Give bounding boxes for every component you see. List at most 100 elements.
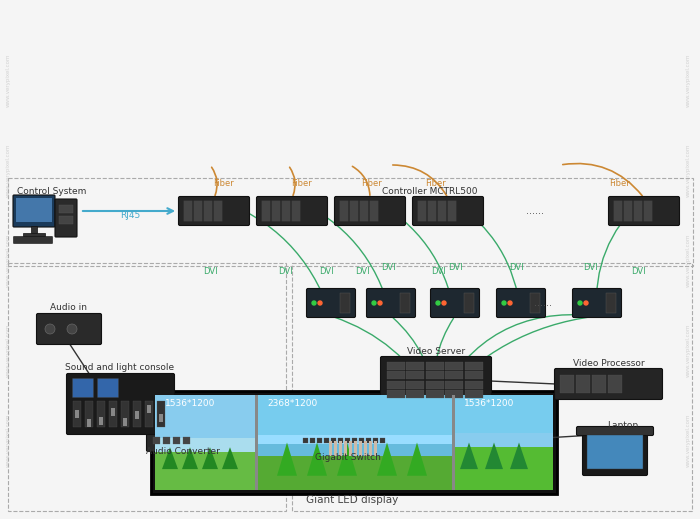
Text: Sound and light console: Sound and light console xyxy=(65,363,174,373)
Circle shape xyxy=(436,301,440,305)
Bar xyxy=(387,381,405,389)
Bar xyxy=(373,445,378,450)
Polygon shape xyxy=(460,443,478,469)
Bar xyxy=(406,390,424,398)
Bar xyxy=(157,401,165,427)
Bar xyxy=(292,263,692,511)
FancyBboxPatch shape xyxy=(573,289,622,318)
Bar xyxy=(145,401,153,427)
FancyBboxPatch shape xyxy=(350,201,358,221)
Bar xyxy=(85,401,93,427)
FancyBboxPatch shape xyxy=(214,201,223,221)
FancyBboxPatch shape xyxy=(381,357,491,405)
Bar xyxy=(324,445,329,450)
FancyBboxPatch shape xyxy=(428,201,436,221)
FancyBboxPatch shape xyxy=(55,199,77,237)
Bar xyxy=(183,437,190,444)
Circle shape xyxy=(508,301,512,305)
Bar xyxy=(16,198,52,222)
Text: Gigabit Switch: Gigabit Switch xyxy=(315,454,381,462)
Polygon shape xyxy=(277,443,297,476)
Bar xyxy=(406,362,424,370)
Text: www.verypixel.com: www.verypixel.com xyxy=(686,233,691,287)
Bar xyxy=(59,205,73,213)
Bar xyxy=(255,395,258,490)
Text: DVI: DVI xyxy=(381,264,395,272)
Bar xyxy=(338,445,343,450)
Text: 2368*1200: 2368*1200 xyxy=(267,399,317,407)
Text: 1536*1200: 1536*1200 xyxy=(464,399,514,407)
Text: Fiber: Fiber xyxy=(292,179,312,187)
Circle shape xyxy=(318,301,322,305)
FancyBboxPatch shape xyxy=(66,374,174,434)
Bar xyxy=(465,381,483,389)
Bar xyxy=(380,445,385,450)
FancyBboxPatch shape xyxy=(36,313,102,345)
FancyBboxPatch shape xyxy=(367,289,416,318)
FancyBboxPatch shape xyxy=(13,237,52,243)
Text: www.verypixel.com: www.verypixel.com xyxy=(686,323,691,377)
FancyBboxPatch shape xyxy=(634,201,643,221)
Text: Audio Converter: Audio Converter xyxy=(146,447,220,457)
Bar xyxy=(349,441,352,456)
FancyBboxPatch shape xyxy=(204,201,212,221)
Bar xyxy=(426,390,444,398)
Text: 1536*1200: 1536*1200 xyxy=(165,399,216,407)
Polygon shape xyxy=(377,443,397,476)
Bar xyxy=(75,411,79,419)
Bar xyxy=(257,395,452,490)
Bar xyxy=(387,390,405,398)
Bar xyxy=(345,445,350,450)
Text: Controller MCTRL500: Controller MCTRL500 xyxy=(382,187,477,197)
FancyBboxPatch shape xyxy=(370,201,378,221)
Text: Control System: Control System xyxy=(18,187,87,197)
Polygon shape xyxy=(162,447,178,469)
Bar xyxy=(452,395,455,490)
FancyBboxPatch shape xyxy=(448,201,456,221)
Text: www.verypixel.com: www.verypixel.com xyxy=(686,413,691,467)
Bar xyxy=(97,401,105,427)
Text: www.verypixel.com: www.verypixel.com xyxy=(6,233,11,287)
Text: DVI: DVI xyxy=(430,267,445,277)
Bar xyxy=(310,445,315,450)
Bar xyxy=(445,381,463,389)
Bar xyxy=(331,438,336,443)
Bar xyxy=(426,371,444,379)
Bar xyxy=(111,411,115,419)
FancyBboxPatch shape xyxy=(438,201,447,221)
Bar xyxy=(303,438,308,443)
FancyBboxPatch shape xyxy=(292,201,300,221)
Text: Fiber: Fiber xyxy=(362,179,382,187)
Polygon shape xyxy=(407,443,427,476)
Bar xyxy=(359,445,364,450)
Bar xyxy=(345,438,350,443)
Circle shape xyxy=(378,301,382,305)
FancyBboxPatch shape xyxy=(281,201,290,221)
FancyBboxPatch shape xyxy=(496,289,545,318)
Bar xyxy=(155,438,255,452)
Text: Audio in: Audio in xyxy=(50,304,88,312)
FancyBboxPatch shape xyxy=(178,197,249,225)
Bar xyxy=(257,435,452,446)
Bar xyxy=(59,216,73,224)
Bar xyxy=(257,443,452,490)
Text: DVI: DVI xyxy=(582,264,597,272)
Bar xyxy=(99,416,103,424)
Circle shape xyxy=(312,301,316,305)
Bar xyxy=(173,437,180,444)
Bar xyxy=(8,178,693,266)
FancyBboxPatch shape xyxy=(335,197,405,225)
Bar xyxy=(366,445,371,450)
Text: DVI: DVI xyxy=(318,267,333,277)
Bar xyxy=(359,438,364,443)
Bar xyxy=(155,395,255,490)
Text: Video Processor: Video Processor xyxy=(573,360,645,368)
Bar xyxy=(387,362,405,370)
Bar xyxy=(8,263,286,511)
Bar xyxy=(123,405,127,413)
Polygon shape xyxy=(337,443,357,476)
FancyBboxPatch shape xyxy=(146,430,220,452)
Circle shape xyxy=(578,301,582,305)
Text: www.verypixel.com: www.verypixel.com xyxy=(686,53,691,107)
Circle shape xyxy=(502,301,506,305)
